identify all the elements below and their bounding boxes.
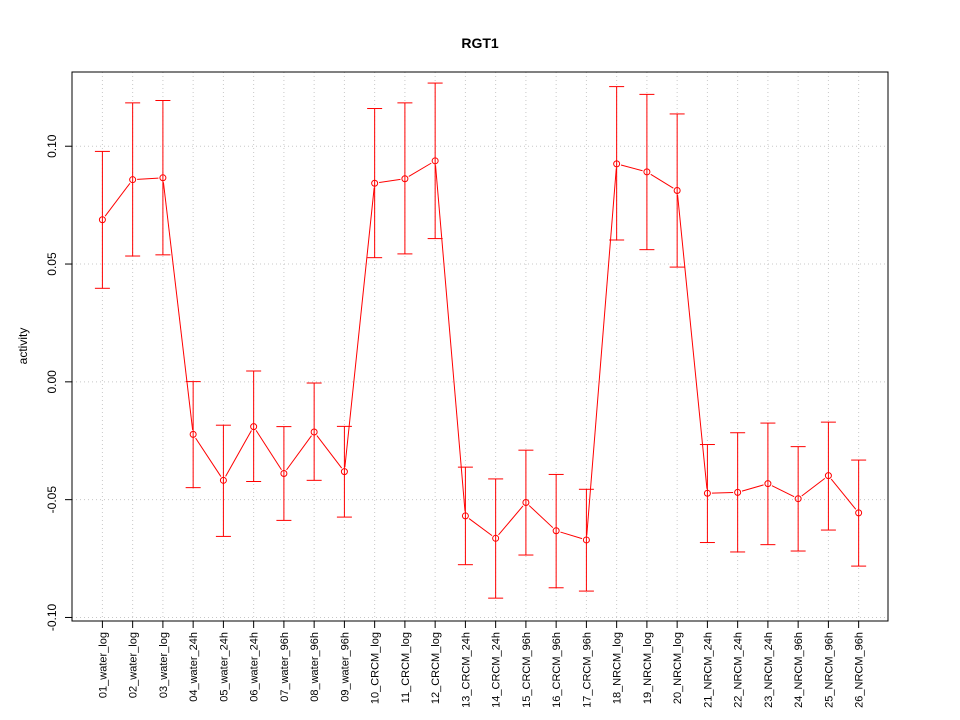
data-point xyxy=(159,174,167,182)
series-line-segment xyxy=(344,187,375,468)
chart-title: RGT1 xyxy=(461,35,499,51)
y-tick-label: 0.05 xyxy=(45,252,59,276)
grid-lines xyxy=(72,72,888,621)
series-line-segment xyxy=(225,430,252,477)
x-tick-label: 13_CRCM_24h xyxy=(460,632,472,708)
series-line-segment xyxy=(379,178,401,184)
data-point xyxy=(98,216,106,224)
x-tick-label: 06_water_24h xyxy=(249,632,261,702)
series-line-segment xyxy=(677,194,708,489)
data-point xyxy=(461,512,469,520)
data-point xyxy=(401,175,409,183)
y-axis: -0.10 -0.05 0.00 0.05 0.10 xyxy=(45,134,72,631)
x-tick-label: 09_water_96h xyxy=(339,632,351,702)
x-tick-label: 24_NRCM_96h xyxy=(793,632,805,708)
data-point xyxy=(855,509,863,517)
series-line-segment xyxy=(104,182,131,217)
x-tick-label: 07_water_96h xyxy=(279,632,291,702)
series-line-segment xyxy=(408,162,432,177)
data-point xyxy=(673,187,681,195)
data-point xyxy=(250,423,258,431)
series-line-segment xyxy=(560,531,583,540)
series-line-segment xyxy=(830,478,857,510)
series-line-segment xyxy=(435,165,466,512)
y-tick-label: -0.05 xyxy=(45,486,59,514)
series-line-segment xyxy=(586,168,617,536)
data-point xyxy=(310,428,318,436)
x-tick-label: 15_CRCM_96h xyxy=(521,632,533,708)
x-tick-label: 16_CRCM_96h xyxy=(551,632,563,708)
x-tick-label: 20_NRCM_log xyxy=(672,632,684,704)
x-tick-label: 04_water_24h xyxy=(188,632,200,702)
x-tick-label: 25_NRCM_96h xyxy=(823,632,835,708)
x-tick-label: 12_CRCM_log xyxy=(430,632,442,704)
series-line-segment xyxy=(711,491,734,494)
plot-frame xyxy=(71,71,889,622)
x-axis: 01_water_log 02_water_log 03_water_log 04_w… xyxy=(97,621,866,708)
series-line-layer xyxy=(104,162,857,540)
data-point xyxy=(371,179,379,187)
series-line-segment xyxy=(620,164,643,172)
x-tick-label: 23_NRCM_24h xyxy=(763,632,775,708)
x-tick-label: 02_water_log xyxy=(128,632,140,698)
x-tick-label: 21_NRCM_24h xyxy=(702,632,714,708)
data-point xyxy=(613,160,621,168)
series-line-segment xyxy=(137,177,159,180)
y-tick-label: 0.00 xyxy=(45,370,59,394)
error-bars xyxy=(94,82,867,599)
y-axis-label: activity xyxy=(16,328,30,365)
data-point xyxy=(280,470,288,478)
x-tick-label: 08_water_96h xyxy=(309,632,321,702)
data-point xyxy=(582,536,590,544)
series-line-segment xyxy=(316,435,343,469)
series-line-segment xyxy=(771,485,795,498)
data-point xyxy=(129,176,137,184)
data-point xyxy=(552,527,560,535)
series-line-segment xyxy=(255,430,282,470)
x-tick-label: 10_CRCM_log xyxy=(370,632,382,704)
series-line-segment xyxy=(286,435,312,471)
data-point xyxy=(431,157,439,165)
data-point xyxy=(824,472,832,480)
series-line-segment xyxy=(162,182,194,430)
series-line-segment xyxy=(195,437,222,477)
series-line-segment xyxy=(528,505,554,529)
x-tick-label: 22_NRCM_24h xyxy=(733,632,745,708)
x-tick-label: 17_CRCM_96h xyxy=(581,632,593,708)
x-tick-label: 14_CRCM_24h xyxy=(491,632,503,708)
series-line-segment xyxy=(801,477,826,497)
data-points xyxy=(98,157,863,544)
x-tick-label: 19_NRCM_log xyxy=(642,632,654,704)
x-tick-label: 11_CRCM_log xyxy=(400,632,412,703)
data-point xyxy=(219,476,227,484)
data-point xyxy=(643,168,651,176)
x-tick-label: 18_NRCM_log xyxy=(612,632,624,704)
x-tick-label: 26_NRCM_96h xyxy=(854,632,866,708)
y-tick-label: 0.10 xyxy=(45,134,59,158)
series-line-segment xyxy=(498,505,524,536)
series-line-segment xyxy=(468,518,493,537)
data-point xyxy=(492,534,500,542)
x-tick-label: 01_water_log xyxy=(97,632,109,698)
data-point xyxy=(189,430,197,438)
series-line-segment xyxy=(741,484,764,492)
data-point xyxy=(703,489,711,497)
data-point xyxy=(794,495,802,503)
series-line-segment xyxy=(650,173,674,189)
data-point xyxy=(340,468,348,476)
data-point xyxy=(734,488,742,496)
data-point xyxy=(764,480,772,488)
x-tick-label: 05_water_24h xyxy=(218,632,230,702)
y-tick-label: -0.10 xyxy=(45,603,59,631)
x-tick-label: 03_water_log xyxy=(158,632,170,698)
data-point xyxy=(522,498,530,506)
